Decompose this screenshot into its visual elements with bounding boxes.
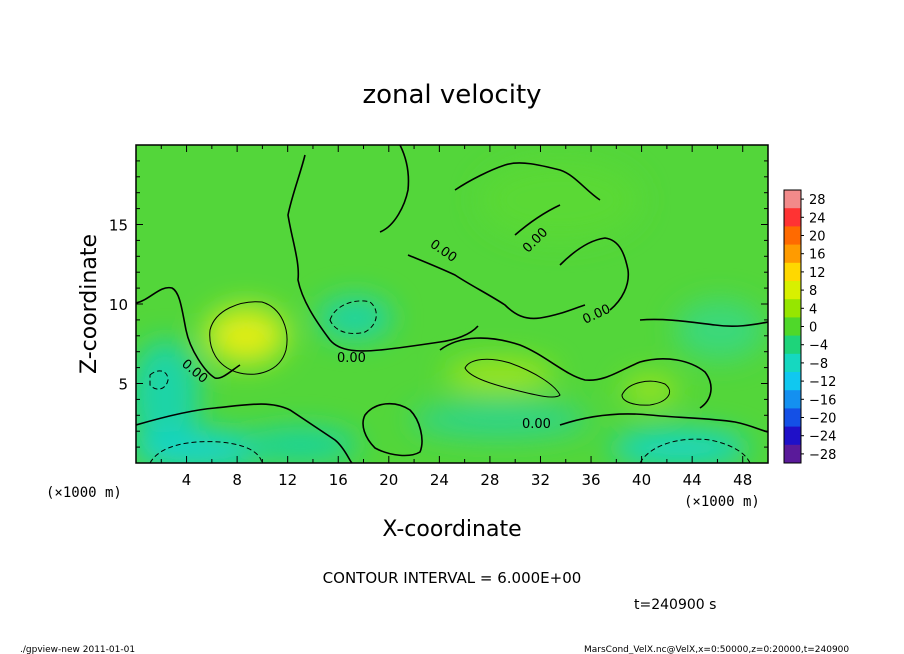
x-tick-label: 28 bbox=[480, 471, 499, 489]
colorbar-label: 0 bbox=[809, 321, 817, 336]
y-tick-label: 5 bbox=[118, 376, 128, 394]
field-blob-slight-positive bbox=[480, 160, 640, 240]
x-tick-label: 48 bbox=[733, 471, 752, 489]
colorbar-swatch bbox=[784, 426, 801, 446]
zero-contour-upper bbox=[379, 145, 586, 320]
negative-contour-bottom-right bbox=[639, 438, 751, 463]
colorbar-swatch bbox=[784, 244, 801, 264]
field-blob-positive-band bbox=[445, 359, 555, 391]
x-axis-ticks: 4 8 12 16 20 24 28 32 36 40 44 48 bbox=[160, 145, 769, 489]
contour-lines bbox=[136, 145, 768, 463]
chart-title: zonal velocity bbox=[362, 80, 541, 110]
field-blob-negative-left bbox=[136, 340, 200, 450]
zero-contour-central bbox=[287, 154, 479, 352]
field-blob-negative-center bbox=[317, 296, 393, 340]
x-tick-label: 12 bbox=[278, 471, 297, 489]
colorbar-label: −4 bbox=[809, 339, 828, 354]
contour-label: 0.00 bbox=[337, 351, 366, 366]
colorbar-swatch bbox=[784, 390, 801, 409]
colorbar-swatch bbox=[784, 281, 801, 300]
colorbar-label: 24 bbox=[809, 211, 826, 226]
x-tick-label: 16 bbox=[329, 471, 348, 489]
colorbar-label: 12 bbox=[809, 266, 826, 281]
colorbar-swatch bbox=[784, 444, 801, 464]
x-axis-title: X-coordinate bbox=[382, 517, 521, 542]
plot-area: 0.00 0.00 0.00 0.00 0.00 0.00 bbox=[136, 145, 768, 463]
colorbar: 28 24 20 16 12 8 4 0 −4 −8 −12 −16 −20 −24 −28 bbox=[783, 189, 836, 464]
x-tick-label: 20 bbox=[379, 471, 398, 489]
colorbar-swatch bbox=[784, 408, 801, 428]
colorbar-swatch bbox=[784, 190, 801, 209]
colorbar-swatch bbox=[784, 317, 801, 337]
field-blob-negative-bottom-right bbox=[610, 430, 750, 463]
y-tick-label: 10 bbox=[109, 296, 128, 314]
colorbar-swatch bbox=[784, 208, 801, 227]
field-blob-positive-patch bbox=[622, 376, 678, 404]
zero-contour-lower bbox=[136, 403, 353, 463]
zero-contour-topright bbox=[454, 162, 601, 236]
colorbar-label: −8 bbox=[809, 357, 828, 372]
colorbar-swatch bbox=[784, 335, 801, 355]
positive-contour-band bbox=[464, 358, 561, 398]
y-axis-ticks: 5 10 15 bbox=[109, 160, 768, 448]
colorbar-label: −28 bbox=[809, 448, 836, 463]
x-tick-label: 40 bbox=[632, 471, 651, 489]
colorbar-swatch bbox=[784, 353, 801, 373]
program-stamp: ./gpview-new 2011-01-01 bbox=[20, 645, 135, 654]
zero-contour-rightmid bbox=[559, 237, 768, 328]
y-axis-title: Z-coordinate bbox=[77, 234, 102, 374]
y-unit-label: (×1000 m) bbox=[684, 494, 760, 510]
x-tick-label: 36 bbox=[581, 471, 600, 489]
colorbar-swatch bbox=[784, 372, 801, 391]
negative-contour-left bbox=[149, 370, 169, 390]
x-tick-label: 44 bbox=[683, 471, 702, 489]
colorbar-label: 8 bbox=[809, 284, 817, 299]
zero-contour-island bbox=[362, 402, 423, 457]
colorbar-label: 4 bbox=[809, 302, 817, 317]
positive-contour-patch bbox=[621, 380, 670, 406]
x-tick-label: 24 bbox=[430, 471, 449, 489]
colorbar-label: −12 bbox=[809, 375, 836, 390]
contour-label: 0.00 bbox=[522, 417, 551, 432]
colorbar-label: 20 bbox=[809, 230, 826, 245]
field-blob-positive-max-core bbox=[220, 320, 272, 356]
x-tick-label: 8 bbox=[232, 471, 242, 489]
x-unit-label: (×1000 m) bbox=[46, 485, 122, 501]
y-tick-label: 15 bbox=[109, 217, 128, 235]
colorbar-label: −16 bbox=[809, 393, 836, 408]
zero-contour-lower-right bbox=[559, 413, 768, 433]
zero-contour-left bbox=[136, 286, 241, 380]
x-tick-label: 4 bbox=[182, 471, 192, 489]
negative-contour-center bbox=[329, 300, 377, 334]
negative-contour-bottom-left bbox=[149, 441, 263, 463]
positive-contour-max bbox=[209, 301, 288, 375]
colorbar-swatch bbox=[784, 226, 801, 246]
field-blob-negative-lower-mid bbox=[410, 402, 590, 438]
colorbar-label: −24 bbox=[809, 430, 836, 445]
field-blob-negative-right bbox=[675, 300, 765, 360]
x-tick-label: 32 bbox=[531, 471, 550, 489]
source-stamp: MarsCond_VelX.nc@VelX,x=0:50000,z=0:2000… bbox=[584, 645, 849, 654]
colorbar-swatch bbox=[784, 299, 801, 318]
colorbar-swatch bbox=[784, 262, 801, 282]
colorbar-label: 28 bbox=[809, 193, 826, 208]
colorbar-label: 16 bbox=[809, 248, 826, 263]
color-field bbox=[136, 160, 765, 463]
colorbar-label: −20 bbox=[809, 412, 836, 427]
contour-interval: CONTOUR INTERVAL = 6.000E+00 bbox=[323, 569, 582, 587]
zero-contour-band bbox=[439, 337, 712, 409]
time-label: t=240900 s bbox=[634, 597, 716, 613]
field-blob-negative-bottom-mid bbox=[240, 427, 360, 463]
field-blob-negative-bottom-left bbox=[136, 430, 270, 463]
